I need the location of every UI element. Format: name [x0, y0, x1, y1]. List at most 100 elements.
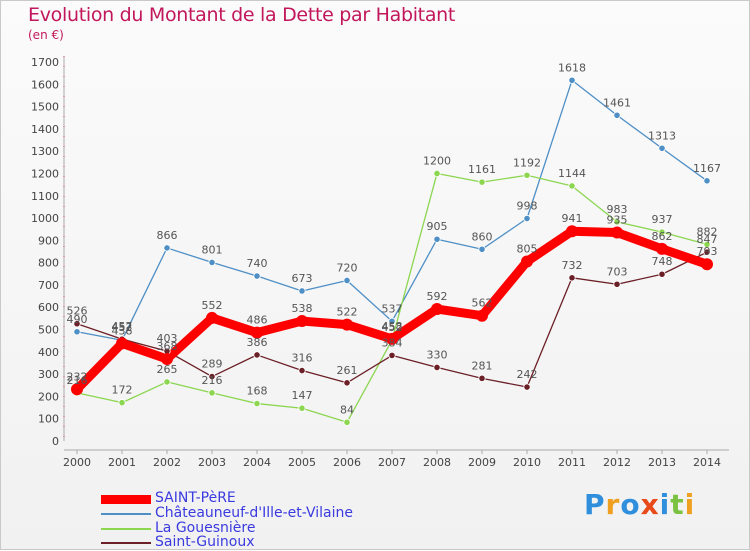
x-tick-label: 2011: [558, 456, 586, 469]
x-tick-label: 2006: [333, 456, 361, 469]
proxiti-logo: Proxiti: [584, 488, 695, 521]
data-label: 998: [517, 200, 538, 213]
data-point: [611, 226, 623, 239]
chart-title: Evolution du Montant de la Dette par Hab…: [28, 4, 456, 26]
data-point: [163, 378, 171, 386]
data-label: 281: [472, 359, 493, 372]
data-point: [208, 258, 216, 267]
legend-swatch: [101, 528, 151, 530]
x-tick-label: 2010: [513, 456, 541, 469]
logo-letter: o: [620, 488, 641, 521]
x-tick-label: 2012: [603, 456, 631, 469]
data-label: 457: [112, 320, 133, 333]
data-label: 486: [247, 314, 268, 327]
data-point: [251, 326, 263, 339]
logo-letter: i: [684, 488, 696, 521]
data-point: [388, 317, 396, 325]
x-tick-label: 2008: [423, 456, 451, 469]
x-tick-label: 2004: [243, 456, 271, 469]
data-label: 805: [517, 243, 538, 256]
data-point: [566, 225, 578, 238]
y-tick-label: 1000: [31, 212, 59, 225]
y-tick-label: 1400: [31, 123, 59, 136]
data-label: 538: [292, 302, 313, 315]
data-label: 452: [112, 321, 133, 334]
data-label: 703: [607, 265, 628, 278]
data-point: [206, 311, 218, 324]
data-label: 261: [337, 364, 358, 377]
data-label: 458: [382, 320, 403, 333]
data-point: [343, 276, 351, 285]
data-label: 147: [292, 389, 313, 402]
y-tick-label: 300: [38, 368, 59, 381]
data-label: 384: [382, 336, 403, 349]
data-point: [296, 315, 308, 328]
data-label: 289: [202, 358, 223, 371]
data-point: [613, 111, 621, 119]
data-label: 1167: [693, 162, 721, 175]
data-label: 801: [202, 243, 223, 256]
legend-swatch: [101, 495, 151, 504]
data-label: 862: [652, 230, 673, 243]
data-label: 562: [472, 297, 493, 310]
data-point: [568, 182, 576, 190]
data-label: 740: [247, 257, 268, 270]
data-label: 1144: [558, 167, 586, 180]
y-tick-label: 1700: [31, 56, 59, 69]
data-label: 1313: [648, 129, 676, 142]
x-tick-label: 2000: [63, 456, 91, 469]
data-point: [521, 255, 533, 268]
data-point: [523, 214, 531, 223]
data-label: 941: [562, 212, 583, 225]
data-label: 232: [67, 370, 88, 383]
data-label: 1192: [513, 156, 541, 169]
data-label: 452: [382, 321, 403, 334]
data-label: 732: [562, 259, 583, 272]
data-label: 526: [67, 305, 88, 318]
data-point: [658, 144, 666, 152]
data-label: 522: [337, 306, 358, 319]
data-point: [253, 351, 261, 359]
data-point: [478, 374, 486, 382]
data-label: 860: [472, 230, 493, 243]
data-point: [433, 363, 441, 372]
y-tick-label: 200: [38, 390, 59, 403]
data-label: 1461: [603, 96, 631, 109]
legend-swatch: [101, 513, 151, 515]
x-tick-label: 2013: [648, 456, 676, 469]
data-label: 552: [202, 299, 223, 312]
data-point: [613, 280, 621, 288]
data-label: 983: [607, 203, 628, 216]
logo-letter: x: [640, 488, 660, 521]
legend-label: Châteauneuf-d'Ille-et-Vilaine: [155, 505, 354, 521]
data-label: 172: [112, 384, 133, 397]
data-point: [701, 258, 713, 271]
data-label: 403: [157, 332, 178, 345]
data-label: 1618: [558, 61, 586, 74]
y-tick-label: 500: [38, 324, 59, 337]
data-label: 84: [340, 403, 354, 416]
y-tick-label: 800: [38, 257, 59, 270]
x-tick-label: 2007: [378, 456, 406, 469]
data-point: [476, 309, 488, 322]
data-point: [298, 404, 306, 412]
data-point: [208, 389, 216, 397]
data-point: [253, 399, 261, 408]
data-label: 847: [697, 233, 718, 246]
legend-label: SAINT-PèRE: [155, 490, 236, 506]
data-point: [613, 218, 621, 226]
data-point: [73, 320, 81, 328]
data-point: [71, 383, 83, 396]
data-label: 720: [337, 261, 358, 274]
legend-label: La Gouesnière: [155, 520, 256, 536]
data-point: [656, 242, 668, 255]
data-point: [343, 379, 351, 387]
data-point: [658, 270, 666, 278]
y-tick-label: 0: [52, 435, 59, 448]
data-point: [703, 240, 711, 248]
data-label: 793: [697, 245, 718, 258]
x-tick-label: 2001: [108, 456, 136, 469]
data-label: 316: [292, 352, 313, 365]
